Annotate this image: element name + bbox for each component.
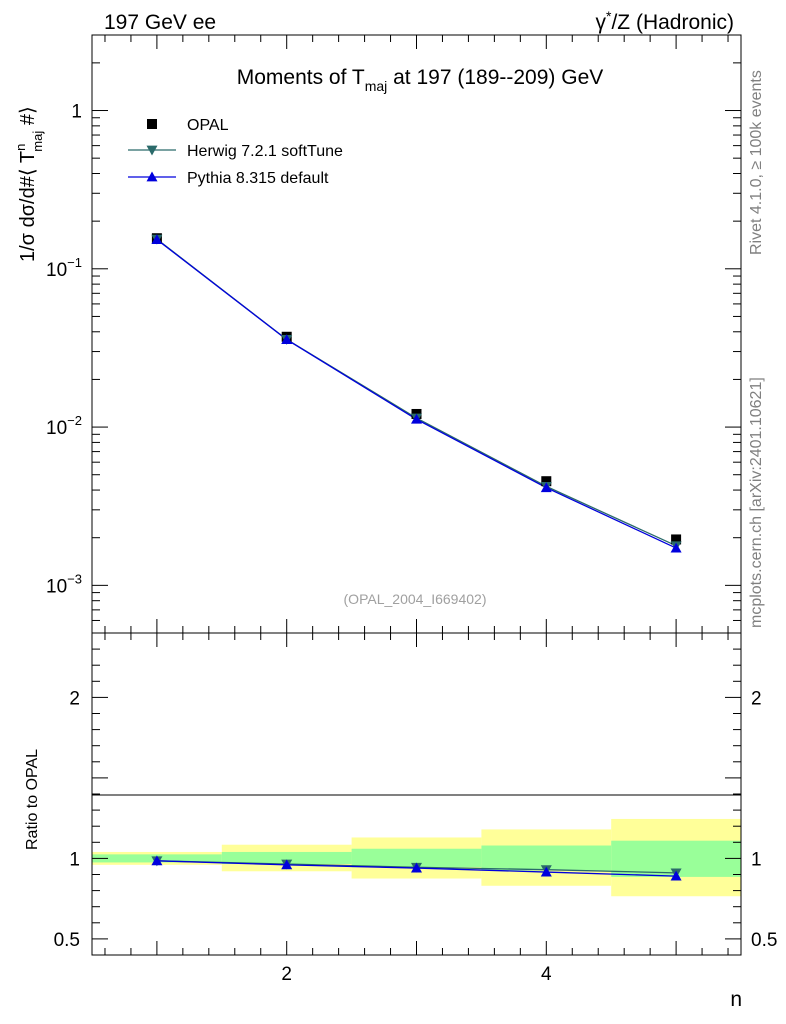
- data-point: [281, 334, 293, 344]
- ratio-frame: [91, 632, 742, 956]
- series-line: [156, 239, 677, 549]
- ratio-tick-label-right: 1: [751, 849, 762, 870]
- legend-marker: [146, 145, 158, 156]
- legend-marker: [146, 171, 158, 182]
- ratio-axis-ticks: 2 4 0.5 0.5 1 1 2 2: [54, 633, 777, 985]
- y-tick-label: 1: [71, 102, 82, 123]
- stat-uncertainty-band: [221, 851, 352, 865]
- ratio-tick-label-left: 0.5: [54, 930, 80, 951]
- legend-label: Pythia 8.315 default: [187, 170, 329, 187]
- ratio-data-marks: [151, 855, 682, 881]
- x-tick-label: 4: [541, 964, 552, 985]
- ratio-point: [411, 862, 422, 873]
- data-point: [541, 476, 552, 487]
- data-point: [151, 234, 163, 244]
- stat-uncertainty-band: [351, 848, 482, 868]
- uncertainty-bands: [92, 818, 741, 897]
- analysis-tag: (OPAL_2004_I669402): [344, 591, 487, 607]
- process-label: γ*/Z (Hadronic): [596, 8, 734, 34]
- data-point: [670, 542, 682, 553]
- ratio-point: [151, 855, 163, 866]
- legend: OPAL Herwig 7.2.1 softTune Pythia 8.315 de…: [128, 117, 343, 187]
- ratio-axis-label: Ratio to OPAL: [24, 749, 41, 850]
- y-tick-label: 10−3: [46, 571, 82, 597]
- main-panel: 1 10−1 10−2 10−3 Moments of Tmaj at 197 (18…: [46, 34, 742, 634]
- ratio-tick-label-left: 2: [69, 688, 80, 709]
- rivet-label: Rivet 4.1.0, ≥ 100k events: [748, 70, 765, 255]
- y-axis-label: 1/σ dσ/d#⟨ Tn maj #⟩: [13, 106, 45, 262]
- legend-label: Herwig 7.2.1 softTune: [187, 143, 343, 160]
- ratio-point: [540, 866, 552, 877]
- y-tick-label: 10−1: [46, 255, 82, 281]
- series-line: [156, 238, 677, 547]
- main-data-marks: [151, 233, 682, 553]
- chart-title: Moments of Tmaj at 197 (189--209) GeV: [237, 66, 604, 94]
- x-axis-label: n: [730, 988, 742, 1011]
- data-point: [671, 534, 682, 545]
- legend-marker: [147, 119, 157, 129]
- data-point: [411, 413, 422, 424]
- y-tick-label: 10−2: [46, 413, 82, 439]
- main-axis-ticks: 1 10−1 10−2 10−3: [46, 34, 741, 634]
- ratio-point: [670, 870, 682, 881]
- data-point: [540, 482, 552, 493]
- mcplots-label: mcplots.cern.ch [arXiv:2401.10621]: [748, 377, 765, 628]
- ratio-point: [281, 859, 293, 870]
- ratio-panel: 2 4 0.5 0.5 1 1 2 2: [54, 632, 777, 985]
- ratio-tick-label-right: 2: [751, 688, 762, 709]
- energy-label: 197 GeV ee: [104, 11, 216, 34]
- ratio-tick-label-left: 1: [69, 849, 80, 870]
- ratio-tick-label-right: 0.5: [751, 930, 777, 951]
- legend-label: OPAL: [187, 117, 229, 134]
- x-tick-label: 2: [281, 964, 292, 985]
